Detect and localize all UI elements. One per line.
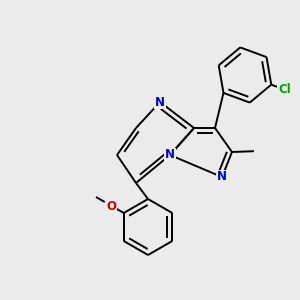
Text: N: N: [165, 148, 175, 161]
Text: Cl: Cl: [278, 83, 291, 96]
Text: N: N: [217, 170, 227, 184]
Text: O: O: [106, 200, 117, 212]
Text: N: N: [155, 95, 165, 109]
